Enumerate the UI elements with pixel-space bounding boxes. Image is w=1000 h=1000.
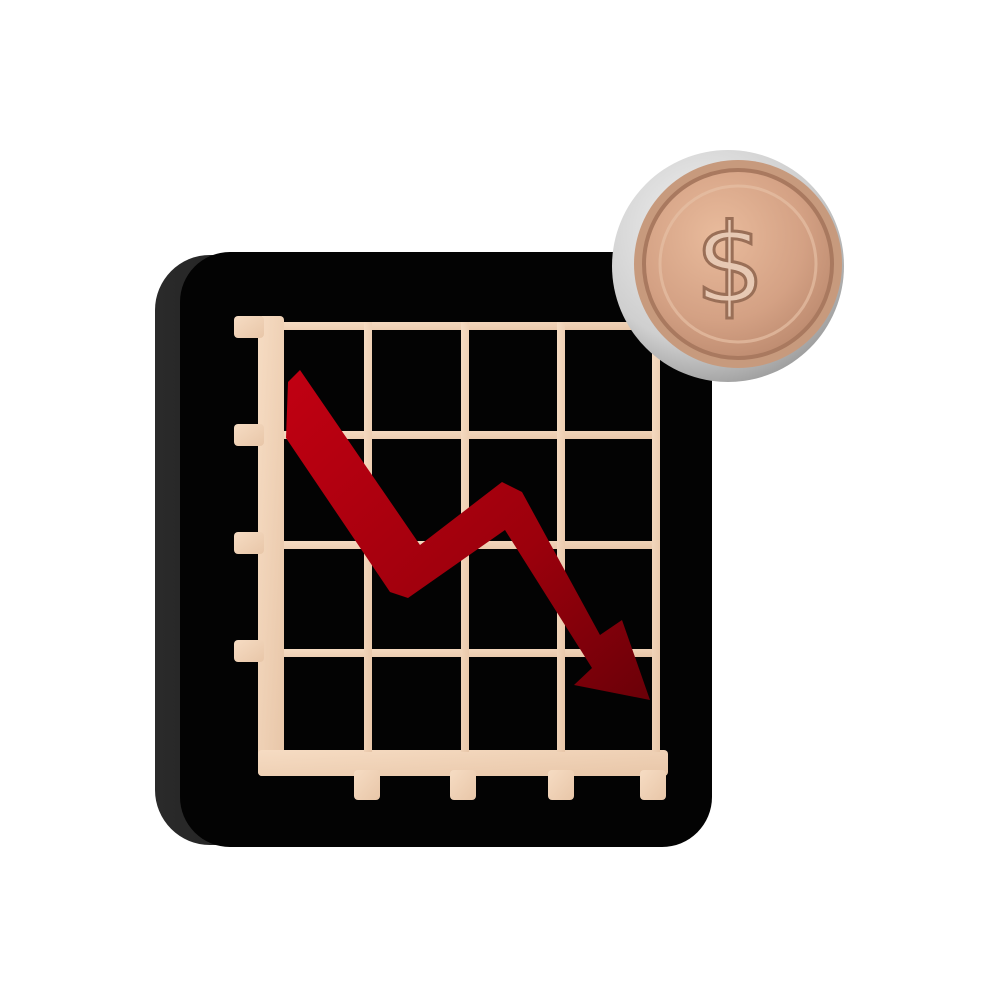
coin-dollar-symbol: $ — [695, 200, 765, 328]
down-trend-arrow-icon — [286, 370, 650, 700]
dollar-coin-icon: $ — [612, 150, 844, 382]
